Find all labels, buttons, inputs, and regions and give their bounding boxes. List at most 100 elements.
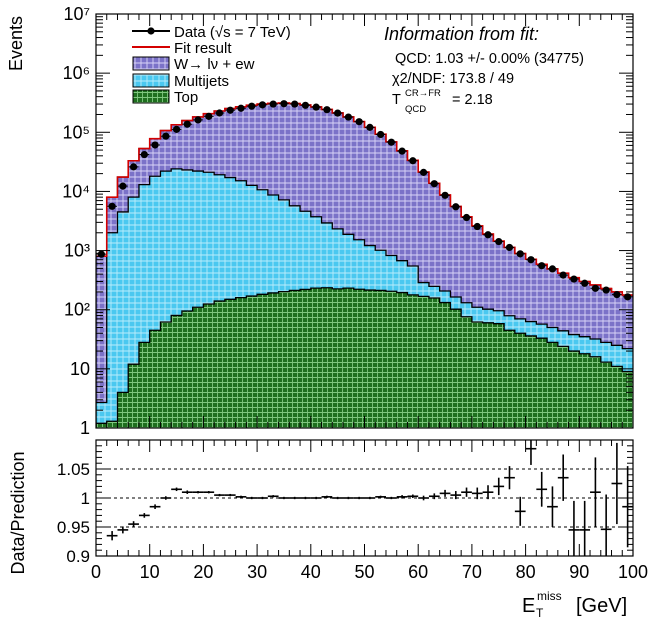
data-point [409, 157, 417, 165]
hist-bar-top [504, 330, 516, 428]
hist-bar-multijets [192, 171, 204, 428]
y-tick-label: 1 [80, 418, 90, 438]
x-tick-label: 40 [301, 562, 321, 582]
x-tick-label: 80 [516, 562, 536, 582]
hist-bar-top [224, 299, 236, 428]
data-point [215, 109, 224, 117]
hist-bar-top [611, 366, 623, 428]
hist-bar-top [267, 292, 279, 428]
hist-bar-top [590, 356, 602, 428]
ratio-y-tick-label: 1 [81, 489, 90, 508]
data-point [323, 106, 331, 114]
data-point [484, 231, 492, 239]
data-point [516, 250, 524, 258]
hist-bar-top [482, 322, 494, 428]
data-point [291, 100, 299, 108]
hist-bar-multijets [149, 176, 161, 428]
hist-bar-multijets [117, 211, 129, 428]
hist-bar-top [138, 342, 150, 428]
hist-bar-top [418, 296, 430, 428]
x-tick-label: 90 [569, 562, 589, 582]
hist-bar-top [579, 353, 591, 428]
hist-bar-multijets [171, 168, 183, 428]
legend: Data (√s = 7 TeV) Fit result W→ lν + ew … [132, 24, 291, 106]
data-point [248, 102, 256, 110]
hist-bar-top [525, 335, 537, 428]
x-tick-label: 30 [247, 562, 267, 582]
fit-info: Information from fit: QCD: 1.03 +/- 0.00… [384, 24, 584, 115]
x-tick-label: 60 [408, 562, 428, 582]
hist-bar-top [428, 297, 440, 428]
data-point [527, 256, 535, 264]
data-point [355, 118, 363, 126]
hist-bar-top [343, 288, 355, 428]
hist-bar-top [439, 302, 451, 428]
hist-bar-top [547, 342, 559, 428]
hist-bar-top [310, 288, 322, 428]
hist-bar-top [557, 346, 569, 428]
y-tick-label: 10⁴ [62, 181, 90, 201]
hist-bar-top [536, 338, 548, 428]
hist-bar-multijets [138, 184, 150, 428]
main-axes: 1 10 10² 10³ 10⁴ 10⁵ 10⁶ 10⁷ [62, 4, 634, 438]
y-tick-label: 10⁵ [63, 122, 90, 142]
data-point [162, 132, 170, 140]
main-data-points [96, 100, 633, 301]
data-point [452, 203, 460, 211]
hist-bar-top [321, 287, 333, 428]
x-axis-label: E T miss [GeV] [522, 589, 627, 620]
hist-bar-multijets [96, 402, 108, 428]
fit-info-qcd: QCD: 1.03 +/- 0.00% (34775) [395, 51, 584, 67]
hist-bar-top [461, 316, 473, 428]
y-tick-label: 10² [64, 300, 90, 320]
hist-bar-top [600, 362, 612, 428]
data-point [419, 168, 428, 176]
ratio-y-tick-label: 0.9 [66, 547, 90, 566]
data-point [151, 141, 159, 149]
hist-bar-top [192, 307, 204, 428]
legend-entry-w: W→ lν + ew [132, 56, 255, 73]
main-y-axis-label: Events [6, 16, 26, 71]
x-axis-label-main: E [522, 595, 535, 617]
data-point [301, 101, 310, 109]
hist-bar-top [364, 290, 376, 428]
fit-info-title: Information from fit: [384, 24, 539, 44]
hist-bar-top [300, 289, 312, 428]
x-axis-label-subscript: T [536, 606, 544, 619]
data-point [462, 213, 471, 222]
hist-bar-top [246, 296, 258, 428]
hist-bar-top [396, 292, 408, 428]
fit-info-tqcd-superscript: CR→FR [405, 88, 441, 99]
data-point [613, 291, 621, 299]
data-point [505, 243, 514, 252]
x-tick-label: 50 [354, 562, 374, 582]
ratio-y-tick-label: 0.95 [57, 518, 90, 537]
hist-bar-top [514, 333, 526, 428]
y-tick-label: 10³ [64, 241, 90, 261]
ratio-axes: 0.9 0.95 1 1.05 0 10 20 30 40 50 60 70 80 90 100 [57, 439, 648, 582]
x-tick-label: 70 [462, 562, 482, 582]
hist-bar-top [375, 290, 387, 428]
hist-bar-top [171, 315, 183, 428]
data-point [280, 100, 288, 108]
data-point [205, 112, 213, 120]
data-point [172, 125, 181, 133]
hist-bar-top [203, 303, 215, 428]
data-point [430, 180, 438, 188]
data-point [140, 150, 148, 159]
hist-bar-top [257, 294, 269, 428]
hist-bar-top [471, 321, 483, 428]
data-point [366, 123, 374, 131]
data-point [441, 191, 449, 199]
data-point [548, 265, 557, 273]
y-tick-label: 10⁷ [63, 4, 90, 24]
hist-bar-top [106, 421, 118, 428]
hist-bar-w [96, 256, 108, 428]
data-point [258, 101, 267, 109]
hist-bar-top [407, 294, 419, 428]
x-tick-label: 100 [618, 562, 648, 582]
hist-outline-multijets [96, 168, 633, 428]
data-point [538, 262, 546, 270]
